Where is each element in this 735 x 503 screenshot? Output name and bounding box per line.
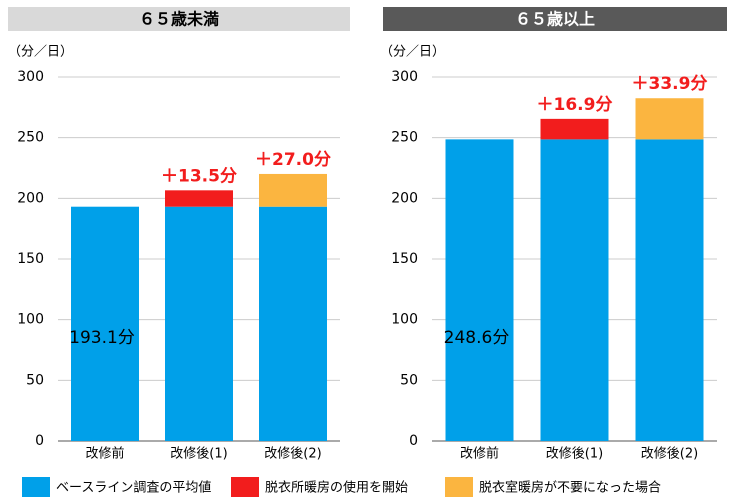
y-axis-label: （分／日） [8, 45, 73, 60]
y-tick-label: 200 [391, 190, 418, 206]
bar-segment [445, 139, 514, 441]
value-label: 193.1分 [69, 328, 135, 348]
value-label: 248.6分 [444, 328, 510, 348]
y-tick-label: 200 [17, 190, 44, 206]
x-tick-label: 改修後(1) [546, 447, 603, 462]
y-tick-label: 300 [17, 69, 44, 85]
bar-segment [635, 98, 704, 140]
y-tick-label: 250 [17, 130, 44, 146]
legend-swatch [445, 477, 473, 497]
legend-swatch [22, 477, 50, 497]
value-label: ＋13.5分 [161, 166, 237, 186]
value-label: ＋33.9分 [632, 74, 708, 94]
y-tick-label: 50 [400, 372, 418, 388]
value-label: ＋27.0分 [255, 150, 331, 170]
y-axis-label: （分／日） [380, 45, 445, 60]
bar-segment [165, 206, 233, 441]
header [383, 7, 727, 31]
legend-swatch [231, 477, 259, 497]
legend-label: ベースライン調査の平均値 [56, 480, 211, 496]
y-tick-label: 150 [391, 251, 418, 267]
x-tick-label: 改修前 [85, 446, 124, 462]
legend-label: 脱衣所暖房の使用を開始 [265, 480, 408, 496]
bar-segment [540, 118, 609, 140]
header [8, 7, 350, 31]
value-label: ＋16.9分 [537, 95, 613, 115]
y-tick-label: 0 [409, 433, 418, 449]
bar-segment [259, 206, 327, 441]
x-tick-label: 改修後(1) [170, 447, 227, 462]
bar-segment [540, 139, 609, 441]
x-tick-label: 改修前 [460, 446, 499, 462]
bar-segment [259, 173, 327, 207]
chart-title: ６５歳未満 [139, 10, 219, 29]
legend-label: 脱衣室暖房が不要になった場合 [479, 480, 661, 496]
x-tick-label: 改修後(2) [264, 447, 321, 462]
chart-title: ６５歳以上 [515, 10, 595, 29]
y-tick-label: 300 [391, 69, 418, 85]
y-tick-label: 150 [17, 251, 44, 267]
y-tick-label: 250 [391, 130, 418, 146]
bar-segment [635, 139, 704, 441]
bar-segment [165, 190, 233, 207]
y-tick-label: 100 [17, 312, 44, 328]
y-tick-label: 100 [391, 312, 418, 328]
y-tick-label: 0 [35, 433, 44, 449]
y-tick-label: 50 [26, 372, 44, 388]
x-tick-label: 改修後(2) [641, 447, 698, 462]
bar-segment [71, 206, 139, 441]
